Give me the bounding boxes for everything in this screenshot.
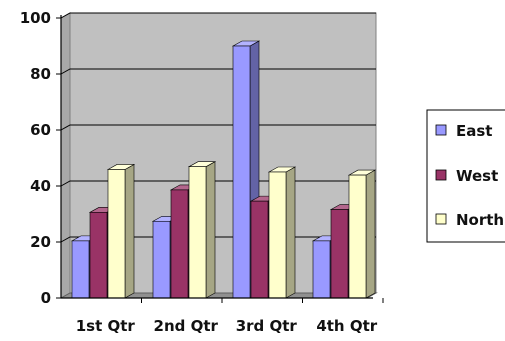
y-tick-label: 100 [20, 9, 51, 27]
legend-label: East [456, 122, 492, 140]
side-wall [60, 12, 71, 299]
gridline [60, 12, 376, 19]
legend-item-west: West [435, 167, 498, 185]
bar-north-1 [106, 163, 136, 299]
legend-item-east: East [435, 122, 492, 140]
y-tick-label: 40 [30, 177, 51, 195]
legend: East West North [426, 109, 505, 243]
legend-label: North [456, 211, 504, 229]
x-tick-label: 3rd Qtr [236, 317, 298, 335]
legend-item-north: North [435, 211, 504, 229]
y-tick-label: 60 [30, 121, 51, 139]
gridline [60, 124, 376, 131]
x-tick-label: 4th Qtr [316, 317, 377, 335]
bar-north-4 [347, 169, 377, 299]
legend-swatch [435, 124, 447, 136]
legend-swatch [435, 213, 447, 225]
y-axis-ticks: 0 20 40 60 80 100 [20, 9, 51, 307]
y-tick-label: 0 [41, 289, 51, 307]
bars [70, 40, 377, 299]
gridline [60, 68, 376, 75]
bar-north-2 [187, 161, 217, 299]
x-tick-label: 2nd Qtr [154, 317, 219, 335]
y-tick-label: 80 [30, 65, 51, 83]
legend-swatch [435, 169, 447, 181]
y-tick-label: 20 [30, 233, 51, 251]
x-tick-label: 1st Qtr [76, 317, 136, 335]
axes [56, 15, 384, 303]
legend-label: West [456, 167, 498, 185]
x-axis-ticks: 1st Qtr 2nd Qtr 3rd Qtr 4th Qtr [76, 317, 378, 335]
bar-north-3 [267, 166, 297, 299]
